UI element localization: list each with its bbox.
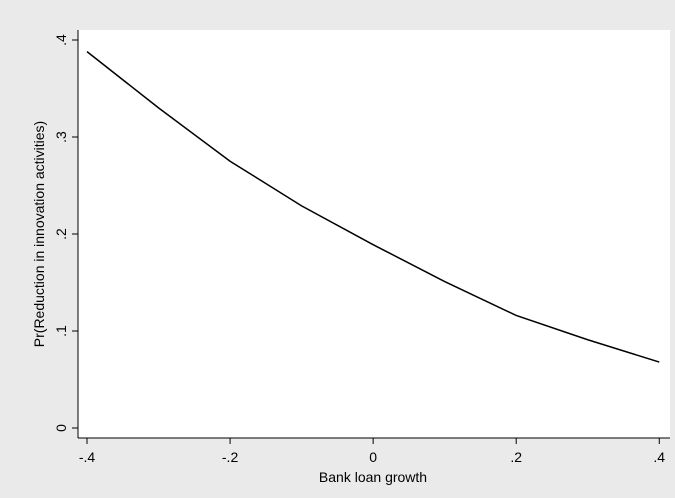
x-tick-label: .4 <box>653 449 665 465</box>
y-axis-label: Pr(Reduction in innovation activities) <box>31 121 47 347</box>
y-tick-label: .4 <box>53 34 69 46</box>
plot-area <box>78 30 670 438</box>
x-axis-label: Bank loan growth <box>319 469 427 485</box>
line <box>86 51 660 363</box>
x-tick-label: 0 <box>369 449 377 465</box>
y-tick-label: 0 <box>53 424 69 432</box>
y-tick-label: .3 <box>53 131 69 143</box>
x-tick-label: -.4 <box>79 449 96 465</box>
x-tick-label: .2 <box>510 449 522 465</box>
y-tick-label: .1 <box>53 325 69 337</box>
y-tick-label: .2 <box>53 228 69 240</box>
x-tick-label: -.2 <box>222 449 239 465</box>
